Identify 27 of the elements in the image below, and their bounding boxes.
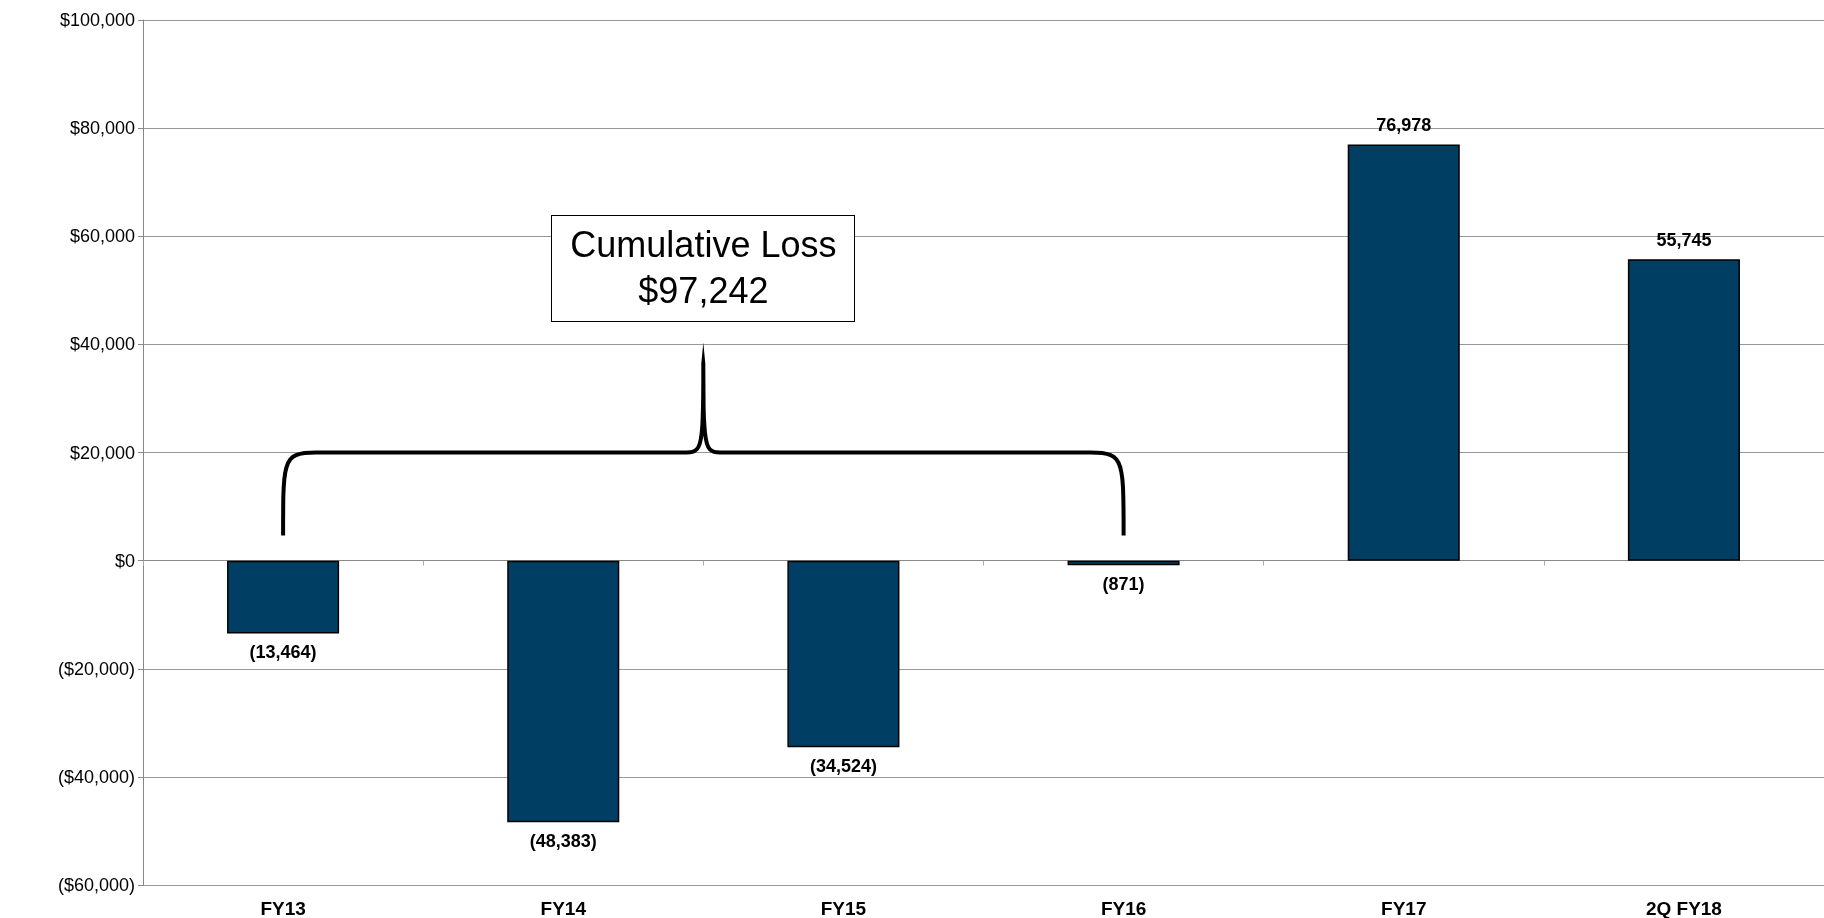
- x-tick-label: FY15: [820, 898, 867, 918]
- bar: [1627, 259, 1740, 561]
- x-tick-label: FY14: [540, 898, 587, 918]
- y-tick-label: ($60,000): [57, 875, 135, 895]
- x-tick-label: FY16: [1100, 898, 1147, 918]
- data-label: (48,383): [529, 831, 597, 852]
- bar: [507, 560, 620, 823]
- x-tick-label: FY17: [1381, 898, 1427, 918]
- data-label: (871): [1102, 574, 1145, 595]
- y-tick-label: $40,000: [69, 334, 135, 355]
- x-tick-label: FY13: [260, 898, 306, 918]
- y-tick-label: $0: [114, 550, 135, 571]
- bar: [1347, 144, 1460, 561]
- bar: [227, 560, 340, 634]
- annotation: Cumulative Loss $97,242: [551, 214, 856, 323]
- x-tick-label: 2Q FY18: [1645, 898, 1722, 918]
- y-tick-label: $20,000: [69, 442, 135, 463]
- y-tick-label: ($20,000): [57, 658, 135, 679]
- data-label: 55,745: [1656, 230, 1712, 251]
- y-tick-label: ($40,000): [57, 766, 135, 787]
- y-tick-label: $60,000: [69, 226, 135, 247]
- data-label: 76,978: [1376, 115, 1432, 136]
- y-tick-label: $100,000: [59, 10, 135, 30]
- y-tick-label: $80,000: [69, 118, 135, 139]
- bar: [787, 560, 900, 748]
- data-label: (13,464): [249, 642, 317, 663]
- data-label: (34,524): [809, 756, 877, 777]
